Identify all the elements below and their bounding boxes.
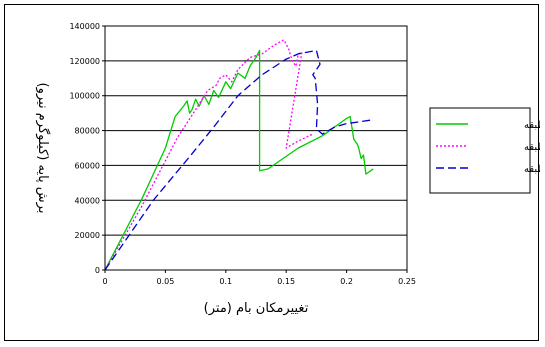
x-axis-ticks: 0 0.05 0.1 0.15 0.2 0.25 xyxy=(102,270,416,286)
chart-frame: 0 20000 40000 60000 80000 100000 120000 140000 … xyxy=(4,4,540,341)
y-tick-label: 60000 xyxy=(75,161,100,170)
y-axis-title: برش پایه (کیلوگرم نیرو) xyxy=(35,83,51,214)
series-layer xyxy=(104,39,374,271)
series-line-1 xyxy=(104,49,374,271)
series-line-3 xyxy=(104,49,371,271)
x-tick-label: 0 xyxy=(102,277,107,286)
legend-label-1: ۸ طبقه xyxy=(524,120,540,131)
gridlines xyxy=(105,25,407,236)
legend-box xyxy=(429,107,531,194)
legend-label-2: ۱۰ طبقه xyxy=(524,142,540,153)
y-tick-label: 120000 xyxy=(69,57,100,66)
x-tick-label: 0.25 xyxy=(398,277,416,286)
axes xyxy=(104,26,407,271)
line-chart: 020000400006000080000100000120000140000 … xyxy=(35,22,540,316)
y-tick-label: 20000 xyxy=(75,231,100,240)
plot-background xyxy=(104,25,408,271)
y-tick-label: 100000 xyxy=(69,92,100,101)
x-tick-label: 0.2 xyxy=(340,277,353,286)
y-axis-ticks: 0 20000 40000 60000 80000 100000 120000 140000 xyxy=(69,22,105,275)
y-tick-label: 80000 xyxy=(75,127,100,136)
y-tick-label: 0 xyxy=(95,266,100,275)
y-tick-label: 40000 xyxy=(75,196,100,205)
x-tick-label: 0.1 xyxy=(219,277,232,286)
legend: ۸ طبقه ۱۰ طبقه ۱۲ طبقه xyxy=(429,107,540,194)
x-tick-label: 0.05 xyxy=(156,277,174,286)
legend-label-3: ۱۲ طبقه xyxy=(524,164,540,175)
x-tick-label: 0.15 xyxy=(277,277,295,286)
y-tick-label: 140000 xyxy=(69,22,100,31)
plot-area xyxy=(104,25,408,271)
x-axis-title: تغییرمکان بام (متر) xyxy=(204,301,309,316)
